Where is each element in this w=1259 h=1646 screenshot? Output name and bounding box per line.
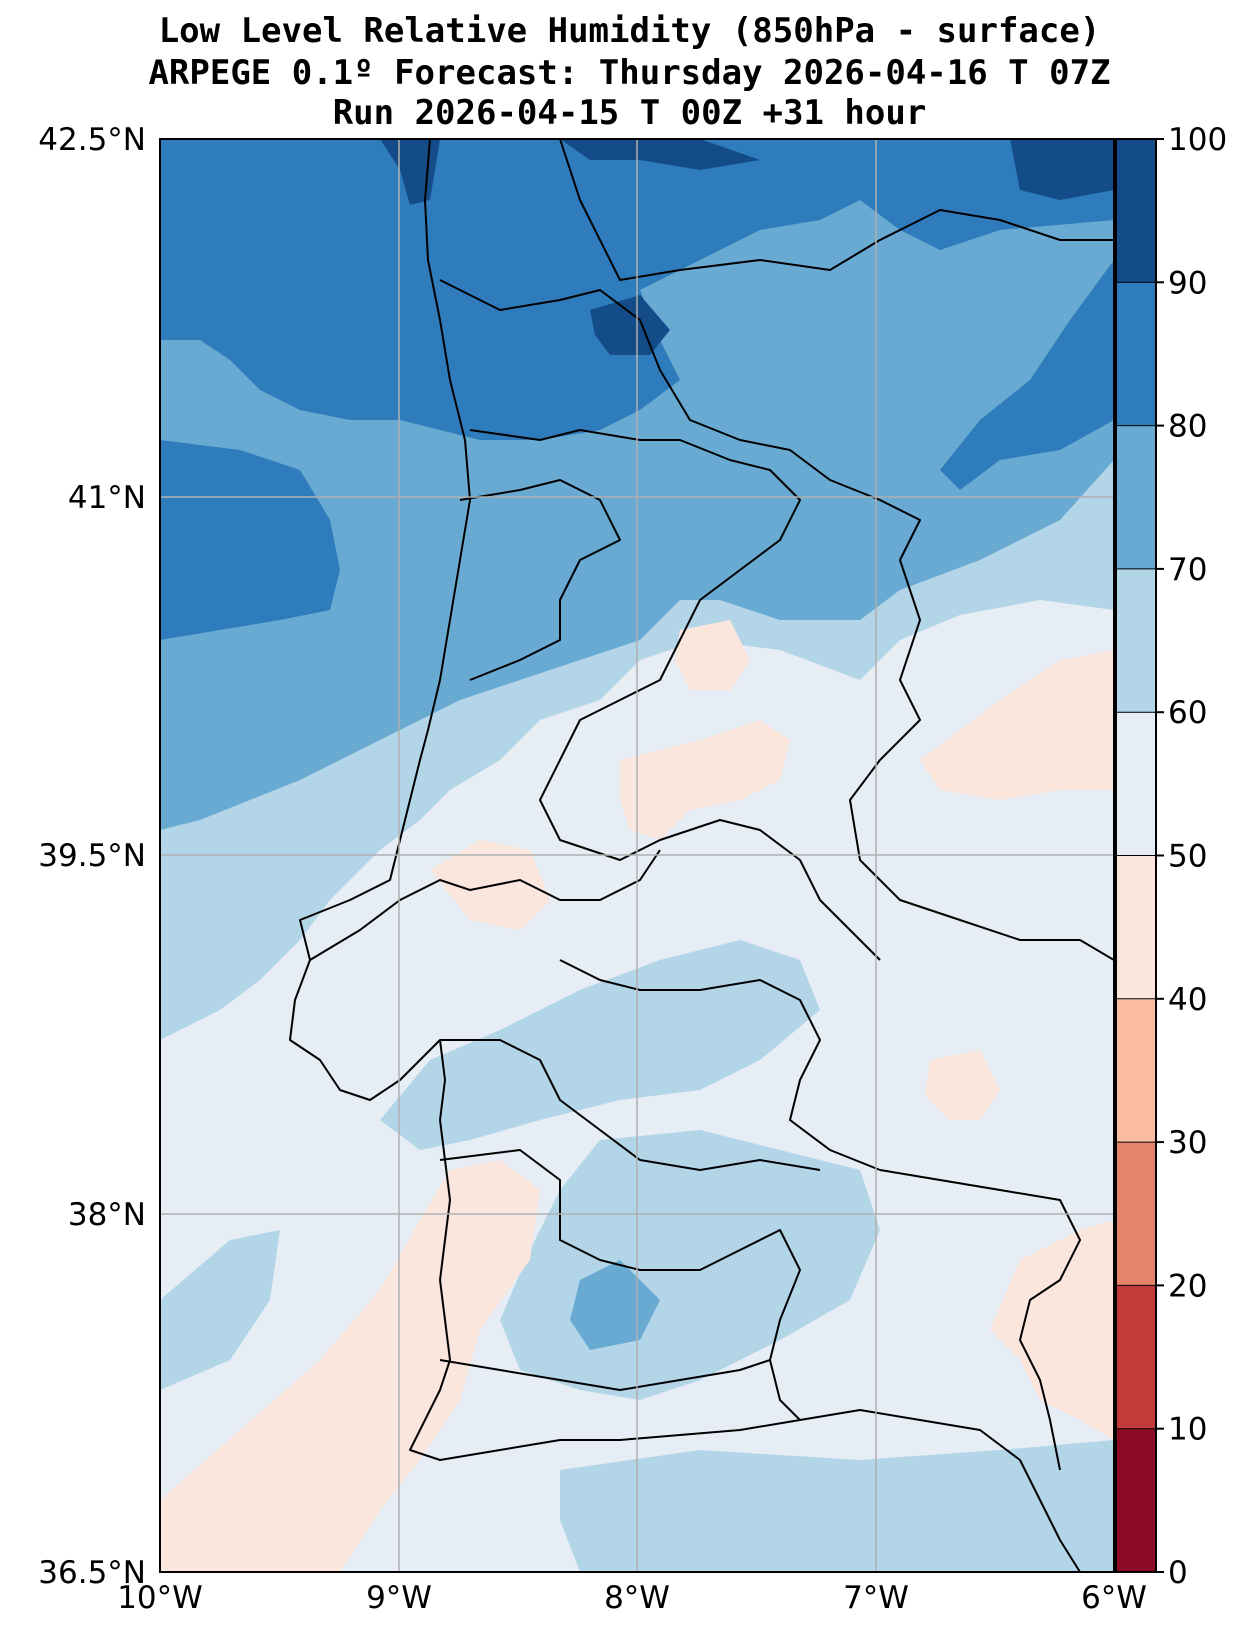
district-border-south-3: [440, 1039, 821, 1171]
colorbar-segment: [1116, 425, 1156, 570]
lon-tick-label: 7°W: [843, 1580, 909, 1616]
lon-tick-label: 10°W: [117, 1580, 203, 1616]
lat-tick-label: 36.5°N: [38, 1555, 146, 1591]
district-border-mid: [469, 429, 881, 961]
district-border-south-1: [309, 849, 661, 961]
humidity-band-80-90-west: [160, 440, 340, 640]
colorbar-label: 40: [1168, 982, 1207, 1018]
district-border-north: [439, 279, 1114, 961]
humidity-band-40-50-southeast: [990, 1220, 1114, 1440]
colorbar-segment: [1116, 1428, 1156, 1573]
lon-tick-labels: 10°W 9°W 8°W 7°W 6°W: [117, 1580, 1147, 1616]
humidity-band-60-70-south-coast: [560, 1440, 1114, 1572]
lat-tick-label: 41°N: [68, 480, 146, 516]
lon-tick-label: 9°W: [366, 1580, 432, 1616]
colorbar-label: 30: [1168, 1125, 1207, 1161]
lat-tick-label: 39.5°N: [38, 838, 146, 874]
district-border-east-spain: [879, 1169, 1081, 1471]
humidity-band-40-50-southwest: [160, 1160, 540, 1572]
colorbar-label: 20: [1168, 1268, 1207, 1304]
lon-tick-label: 6°W: [1081, 1580, 1147, 1616]
humidity-band-90-100-northeast: [1010, 139, 1114, 200]
lon-tick-label: 8°W: [604, 1580, 670, 1616]
humidity-band-60-70-central: [380, 940, 820, 1150]
colorbar-segment: [1116, 998, 1156, 1143]
borders: [289, 139, 1114, 1572]
colorbar-label: 100: [1168, 122, 1227, 158]
district-border-south-2: [559, 959, 881, 1171]
lat-tick-label: 38°N: [68, 1197, 146, 1233]
chart-title-line-3: Run 2026-04-15 T 00Z +31 hour: [332, 93, 927, 133]
humidity-band-80-90-east: [940, 260, 1114, 490]
chart-title-line-1: Low Level Relative Humidity (850hPa - su…: [158, 11, 1101, 51]
colorbar: 0 10 20 30 40 50 60 70 80 90 100: [1115, 122, 1227, 1591]
district-border-algarve: [439, 1359, 771, 1391]
colorbar-label: 10: [1168, 1412, 1207, 1448]
colorbar-label: 70: [1168, 552, 1207, 588]
colorbar-segment: [1116, 139, 1156, 283]
humidity-band-40-50-east-small: [925, 1050, 1000, 1120]
colorbar-label: 60: [1168, 695, 1207, 731]
colorbar-label: 90: [1168, 265, 1207, 301]
colorbar-label: 80: [1168, 409, 1207, 445]
spain-portugal-border: [559, 139, 1114, 281]
colorbar-label: 50: [1168, 839, 1207, 875]
colorbar-segment: [1116, 568, 1156, 713]
colorbar-label: 0: [1168, 1555, 1188, 1591]
lat-tick-labels: 42.5°N 41°N 39.5°N 38°N 36.5°N: [38, 122, 146, 1591]
humidity-band-40-50-north: [675, 620, 750, 690]
colorbar-segment: [1116, 855, 1156, 1000]
colorbar-segment: [1116, 1142, 1156, 1286]
map-frame: [159, 138, 1115, 1573]
gridlines: [160, 139, 1114, 1572]
colorbar-segment: [1116, 712, 1156, 856]
lat-tick-label: 42.5°N: [38, 122, 146, 158]
humidity-band-40-50-center: [620, 720, 790, 840]
colorbar-segment: [1116, 1285, 1156, 1430]
chart-title-line-2: ARPEGE 0.1º Forecast: Thursday 2026-04-1…: [148, 53, 1111, 93]
humidity-band-90-100-center: [590, 295, 670, 355]
humidity-band-40-50-east: [920, 650, 1114, 800]
colorbar-segment: [1116, 282, 1156, 427]
humidity-band-60-70-southwest: [160, 1230, 280, 1390]
district-border-center: [459, 479, 621, 681]
district-border-south-4: [439, 1149, 801, 1421]
humidity-band-90-100: [560, 139, 760, 170]
